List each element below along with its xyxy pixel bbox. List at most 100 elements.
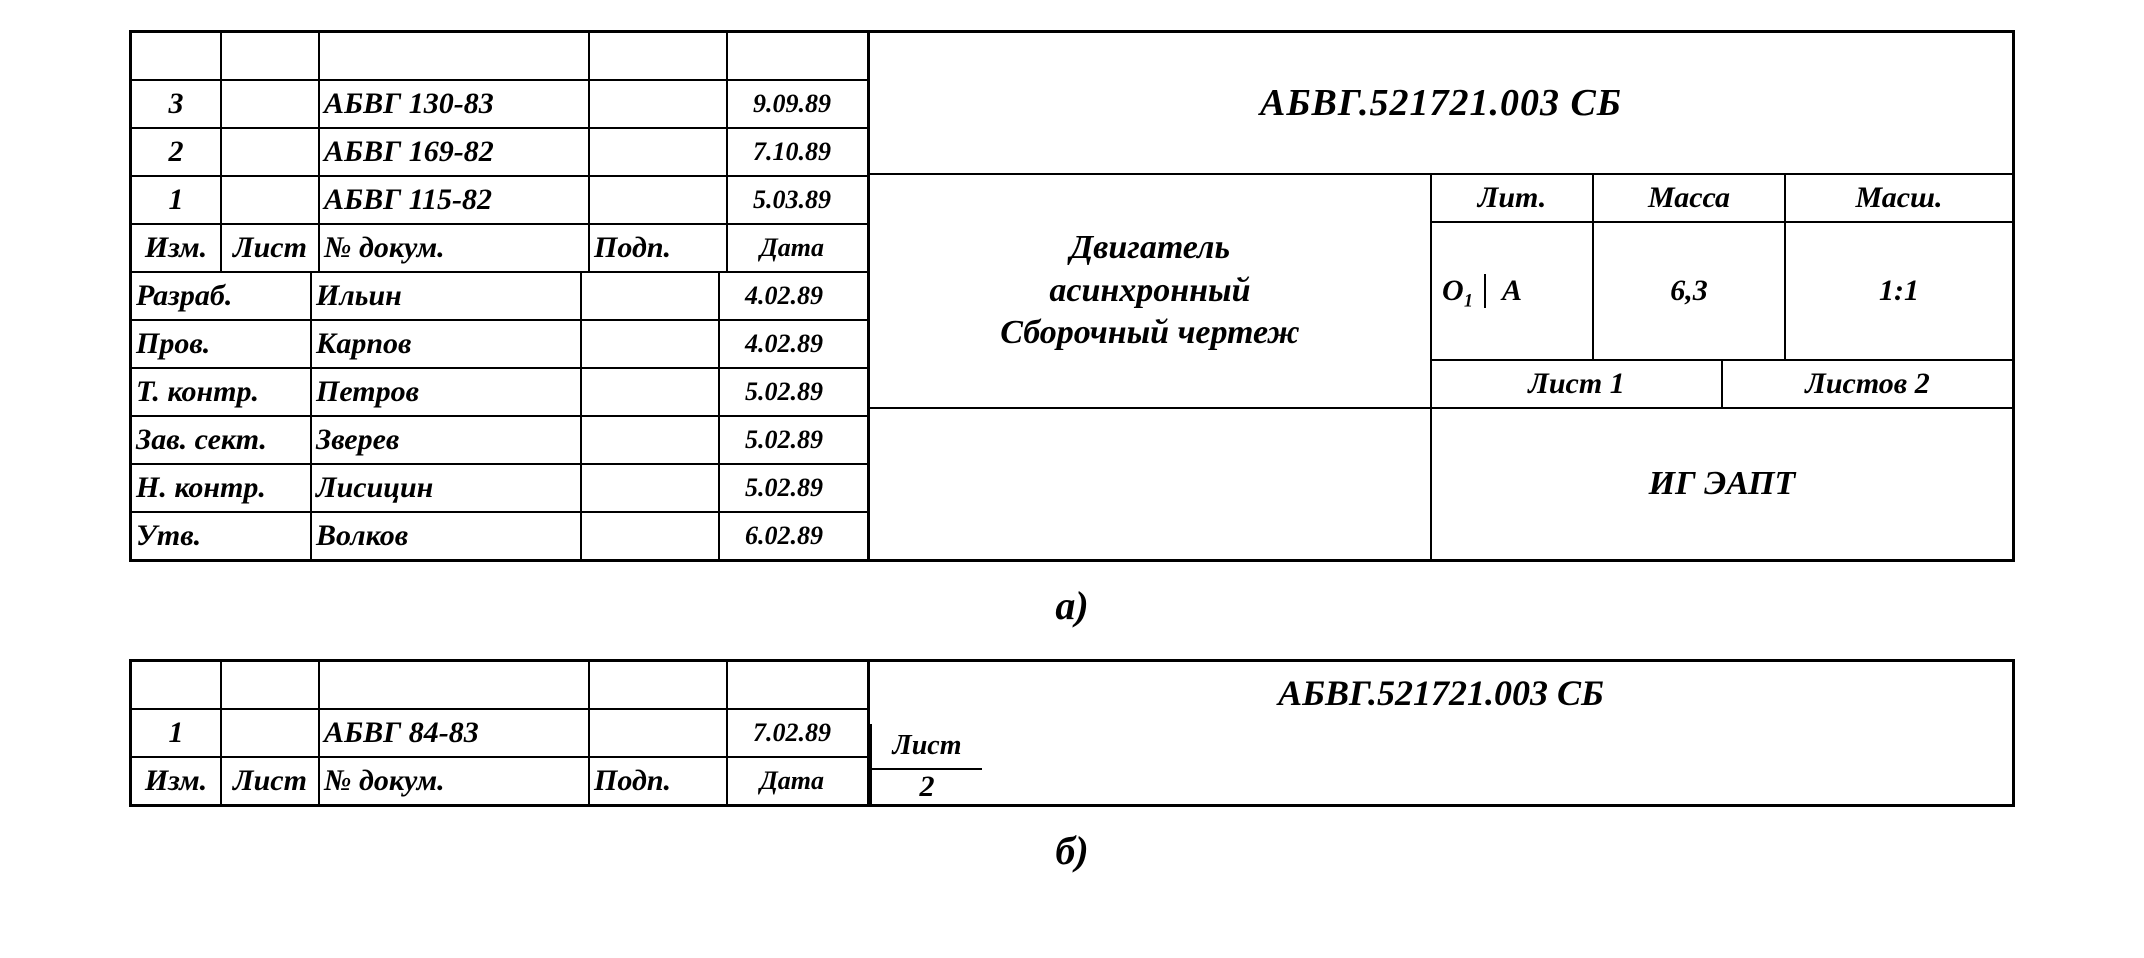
date-cell: 5.02.89 — [718, 417, 848, 463]
sheet-number: Лист 1 — [1432, 361, 1721, 407]
sign-cell — [588, 662, 726, 708]
name-cell: Лисицин — [310, 465, 580, 511]
izm-header: Изм. — [132, 225, 220, 271]
date-cell: 7.02.89 — [726, 710, 856, 756]
revision-header-row: Изм. Лист № докум. Подп. Дата — [132, 756, 867, 804]
doc-header: № докум. — [318, 758, 588, 804]
product-name-line: Сборочный чертеж — [1000, 312, 1299, 355]
sign-cell — [588, 33, 726, 79]
sign-cell — [580, 513, 718, 559]
list-cell — [220, 81, 318, 127]
properties-values: О₁ А 6,3 1:1 — [1432, 223, 2012, 361]
signature-row: Т. контр. Петров 5.02.89 — [132, 367, 867, 415]
date-cell: 4.02.89 — [718, 273, 848, 319]
date-cell — [726, 33, 856, 79]
sheet-number: 2 — [872, 770, 982, 804]
sign-cell — [580, 369, 718, 415]
product-name-line: асинхронный — [1049, 270, 1250, 313]
lit-header: Лит. — [1432, 175, 1592, 221]
scale-value: 1:1 — [1784, 223, 2012, 359]
caption-b: б) — [122, 827, 2022, 874]
role-cell: Утв. — [132, 513, 310, 559]
signature-row: Разраб. Ильин 4.02.89 — [132, 271, 867, 319]
izm-cell — [132, 33, 220, 79]
sign-cell — [588, 177, 726, 223]
properties-header: Лит. Масса Масш. — [1432, 175, 2012, 223]
doc-cell: АБВГ 115-82 — [318, 177, 588, 223]
sign-cell — [580, 273, 718, 319]
sign-header: Подп. — [588, 225, 726, 271]
list-cell — [220, 129, 318, 175]
date-cell — [726, 662, 856, 708]
designation: АБВГ.521721.003 СБ — [870, 33, 2012, 173]
doc-cell: АБВГ 84-83 — [318, 710, 588, 756]
title-block-b: 1 АБВГ 84-83 7.02.89 Изм. Лист № докум. … — [129, 659, 2015, 807]
right-panel-b: АБВГ.521721.003 СБ Лист 2 — [867, 662, 2012, 804]
izm-cell: 1 — [132, 177, 220, 223]
revision-row: 1 АБВГ 84-83 7.02.89 — [132, 708, 867, 756]
date-cell: 4.02.89 — [718, 321, 848, 367]
signature-row: Н. контр. Лисицин 5.02.89 — [132, 463, 867, 511]
left-panel-a: 3 АБВГ 130-83 9.09.89 2 АБВГ 169-82 7.10… — [132, 33, 867, 559]
signature-row: Пров. Карпов 4.02.89 — [132, 319, 867, 367]
role-cell: Н. контр. — [132, 465, 310, 511]
name-cell: Ильин — [310, 273, 580, 319]
doc-cell — [318, 662, 588, 708]
organization: ИГ ЭАПТ — [1430, 409, 2012, 559]
revision-row: 3 АБВГ 130-83 9.09.89 — [132, 79, 867, 127]
date-cell: 5.02.89 — [718, 369, 848, 415]
name-cell: Волков — [310, 513, 580, 559]
scale-header: Масш. — [1784, 175, 2012, 221]
date-header: Дата — [726, 758, 856, 804]
sign-header: Подп. — [588, 758, 726, 804]
revision-row: 2 АБВГ 169-82 7.10.89 — [132, 127, 867, 175]
name-cell: Карпов — [310, 321, 580, 367]
list-cell — [220, 710, 318, 756]
izm-header: Изм. — [132, 758, 220, 804]
empty-cell — [870, 409, 1430, 559]
title-block-a: 3 АБВГ 130-83 9.09.89 2 АБВГ 169-82 7.10… — [129, 30, 2015, 562]
date-cell: 9.09.89 — [726, 81, 856, 127]
revision-row: 1 АБВГ 115-82 5.03.89 — [132, 175, 867, 223]
mid-row: Двигатель асинхронный Сборочный чертеж Л… — [870, 173, 2012, 407]
product-name-line: Двигатель — [1070, 227, 1230, 270]
date-cell: 6.02.89 — [718, 513, 848, 559]
izm-cell: 3 — [132, 81, 220, 127]
role-cell: Пров. — [132, 321, 310, 367]
signature-row: Утв. Волков 6.02.89 — [132, 511, 867, 559]
list-cell — [220, 662, 318, 708]
properties: Лит. Масса Масш. О₁ А 6,3 1:1 — [1430, 175, 2012, 407]
lit-sub: О₁ — [1432, 274, 1484, 308]
left-panel-b: 1 АБВГ 84-83 7.02.89 Изм. Лист № докум. … — [132, 662, 867, 804]
sign-cell — [580, 465, 718, 511]
role-cell: Зав. сект. — [132, 417, 310, 463]
right-panel-a: АБВГ.521721.003 СБ Двигатель асинхронный… — [867, 33, 2012, 559]
mass-header: Масса — [1592, 175, 1784, 221]
sheet-label: Лист — [872, 724, 982, 770]
date-cell: 5.03.89 — [726, 177, 856, 223]
sheets-total: Листов 2 — [1721, 361, 2012, 407]
list-header: Лист — [220, 758, 318, 804]
name-cell: Петров — [310, 369, 580, 415]
role-cell: Т. контр. — [132, 369, 310, 415]
sheets-row: Лист 1 Листов 2 — [1432, 361, 2012, 407]
signature-row: Зав. сект. Зверев 5.02.89 — [132, 415, 867, 463]
lit-value: О₁ А — [1432, 223, 1592, 359]
mass-value: 6,3 — [1592, 223, 1784, 359]
list-cell — [220, 177, 318, 223]
doc-header: № докум. — [318, 225, 588, 271]
sign-cell — [588, 129, 726, 175]
list-header: Лист — [220, 225, 318, 271]
bottom-row: ИГ ЭАПТ — [870, 407, 2012, 559]
sign-cell — [588, 710, 726, 756]
designation: АБВГ.521721.003 СБ — [870, 662, 2012, 724]
product-name: Двигатель асинхронный Сборочный чертеж — [870, 175, 1430, 407]
izm-cell — [132, 662, 220, 708]
revision-header-row: Изм. Лист № докум. Подп. Дата — [132, 223, 867, 271]
list-cell — [220, 33, 318, 79]
name-cell: Зверев — [310, 417, 580, 463]
doc-cell — [318, 33, 588, 79]
revision-row — [132, 662, 867, 708]
date-cell: 5.02.89 — [718, 465, 848, 511]
sign-cell — [580, 417, 718, 463]
